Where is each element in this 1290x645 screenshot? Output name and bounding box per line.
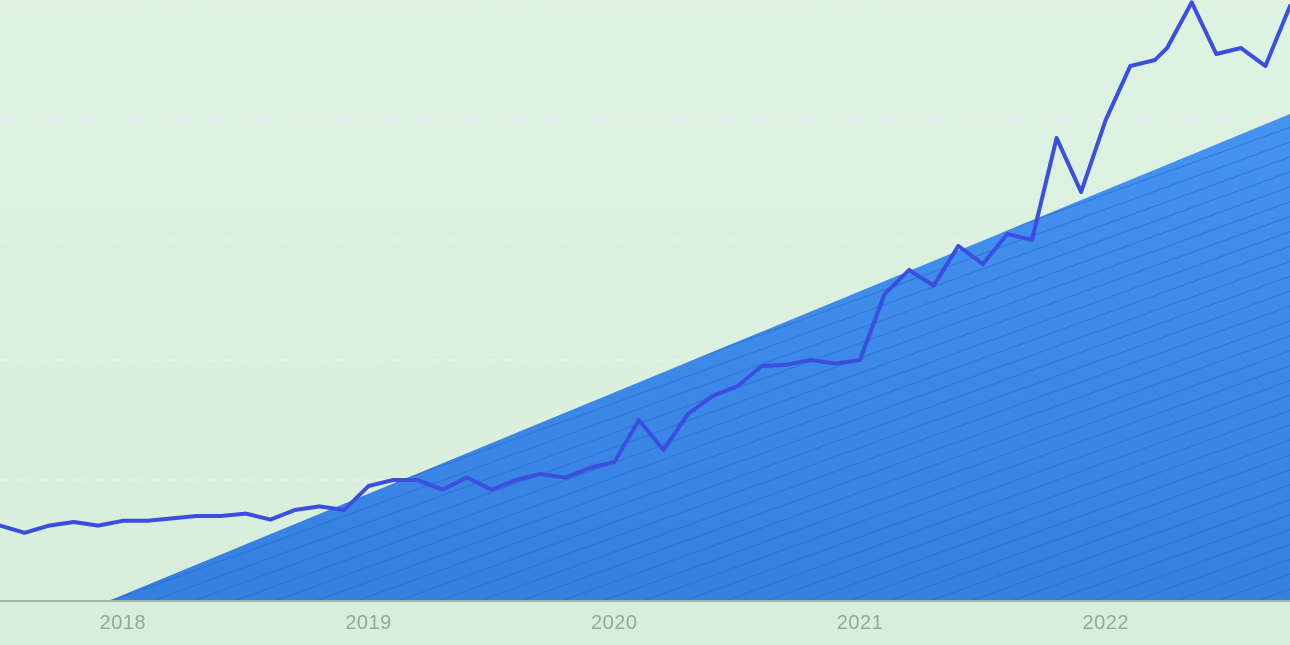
x-axis-label: 2022 — [1082, 612, 1129, 635]
x-axis-label: 2020 — [591, 612, 638, 635]
x-axis-label: 2018 — [100, 612, 147, 635]
x-axis-label: 2021 — [837, 612, 884, 635]
time-series-chart: 2018 2019 2020 2021 2022 — [0, 0, 1290, 645]
x-axis-label: 2019 — [345, 612, 392, 635]
chart-svg — [0, 0, 1290, 645]
